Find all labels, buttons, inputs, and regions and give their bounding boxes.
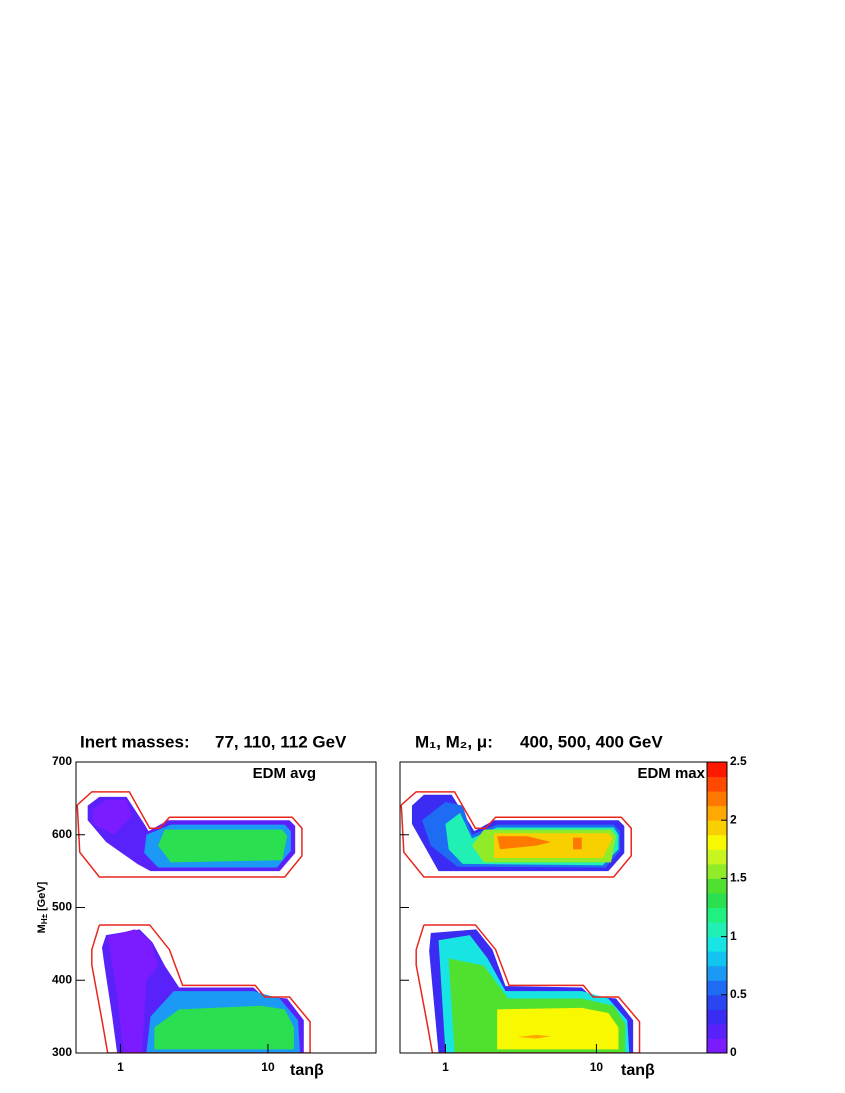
colorbar-swatch bbox=[707, 980, 727, 996]
plot-area bbox=[76, 791, 311, 1053]
y-tick-label: 300 bbox=[52, 1045, 72, 1059]
colorbar-swatch bbox=[707, 965, 727, 981]
colorbar-swatch bbox=[707, 936, 727, 952]
title: M₁, M₂, μ: bbox=[415, 732, 493, 751]
x-tick-label: 10 bbox=[261, 1060, 275, 1074]
plot-area bbox=[400, 791, 641, 1053]
y-tick-label: 400 bbox=[52, 972, 72, 986]
colorbar-swatch bbox=[707, 1038, 727, 1054]
colorbar-swatch bbox=[707, 762, 727, 778]
y-label-sub: H± bbox=[40, 913, 49, 924]
boundary-line bbox=[91, 924, 311, 1053]
colorbar-swatch bbox=[707, 951, 727, 967]
title: 400, 500, 400 GeV bbox=[520, 732, 663, 751]
colorbar-swatch bbox=[707, 863, 727, 879]
y-tick-label: 500 bbox=[52, 900, 72, 914]
colorbar-swatch bbox=[707, 776, 727, 792]
z-tick-label: 1.5 bbox=[730, 871, 747, 885]
contour-band bbox=[107, 929, 159, 1053]
contour-band bbox=[154, 1005, 294, 1050]
boundary-line bbox=[400, 791, 632, 878]
contour-band bbox=[497, 836, 551, 850]
x-tick-label: 10 bbox=[590, 1060, 604, 1074]
colorbar-swatch bbox=[707, 791, 727, 807]
contour-band bbox=[517, 1034, 551, 1039]
colorbar-swatch bbox=[707, 922, 727, 938]
x-axis-label: tanβ bbox=[621, 1062, 655, 1079]
boundary-line bbox=[76, 791, 303, 878]
annotation: EDM max bbox=[637, 765, 705, 782]
z-tick-label: 0.5 bbox=[730, 987, 747, 1001]
y-label-unit: [GeV] bbox=[36, 881, 48, 911]
z-tick-label: 0 bbox=[730, 1045, 737, 1059]
contour-band bbox=[497, 1007, 619, 1050]
contour-band bbox=[158, 829, 288, 863]
title: 77, 110, 112 GeV bbox=[215, 732, 347, 751]
y-axis-label: MH± [GeV] bbox=[36, 881, 49, 933]
colorbar-swatch bbox=[707, 907, 727, 923]
annotation: EDM avg bbox=[253, 765, 316, 782]
colorbar-frame bbox=[706, 761, 728, 1054]
boundary-line bbox=[415, 924, 641, 1053]
title: Inert masses: bbox=[80, 732, 190, 751]
colorbar-swatch bbox=[707, 994, 727, 1010]
y-tick-label: 600 bbox=[52, 827, 72, 841]
colorbar-swatch bbox=[707, 1009, 727, 1025]
z-tick-label: 1 bbox=[730, 929, 737, 943]
contour-band bbox=[92, 799, 133, 835]
colorbar-swatch bbox=[707, 849, 727, 865]
colorbar-swatch bbox=[707, 878, 727, 894]
colorbar-swatch bbox=[707, 834, 727, 850]
contour-band bbox=[573, 837, 582, 850]
z-tick-label: 2.5 bbox=[730, 754, 747, 768]
x-axis-label: tanβ bbox=[290, 1062, 324, 1079]
y-tick-label: 700 bbox=[52, 754, 72, 768]
x-tick-label: 1 bbox=[442, 1060, 449, 1074]
y-label-main: M bbox=[36, 924, 48, 933]
colorbar-swatch bbox=[707, 820, 727, 836]
colorbar-swatch bbox=[707, 1023, 727, 1039]
z-tick-label: 2 bbox=[730, 812, 737, 826]
colorbar-swatch bbox=[707, 892, 727, 908]
x-tick-label: 1 bbox=[117, 1060, 124, 1074]
colorbar-swatch bbox=[707, 805, 727, 821]
